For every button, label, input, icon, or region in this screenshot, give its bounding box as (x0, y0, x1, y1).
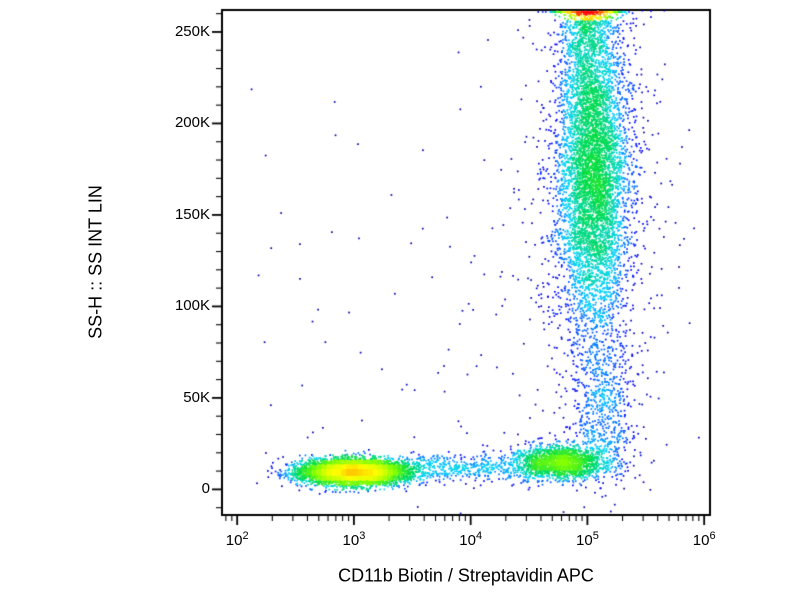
y-tick-label-150K: 150K (174, 205, 210, 223)
x-tick-label-10e5: 105 (576, 530, 599, 549)
y-tick-label-200K: 200K (174, 114, 210, 132)
x-axis-title: CD11b Biotin / Streptavidin APC (338, 565, 594, 586)
y-tick-label-100K: 100K (174, 297, 210, 315)
x-tick-label-10e4: 104 (459, 530, 483, 549)
y-tick-label-250K: 250K (174, 22, 210, 40)
y-tick-label-0: 0 (201, 480, 210, 498)
scatter-density-canvas (222, 10, 710, 515)
x-tick-label-10e6: 106 (692, 530, 716, 549)
x-tick-label-10e2: 102 (225, 530, 249, 549)
y-tick-label-50K: 50K (183, 388, 210, 406)
x-tick-label-10e3: 103 (342, 530, 366, 549)
y-axis-title: SS-H :: SS INT LIN (85, 185, 106, 339)
